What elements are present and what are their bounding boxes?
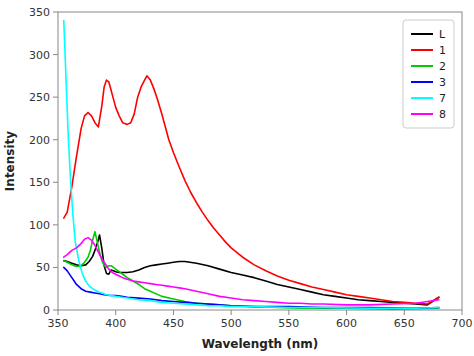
legend-swatch [411, 33, 433, 35]
x-tick [58, 310, 59, 315]
series-line [64, 76, 439, 304]
legend: L 1 2 3 7 8 [403, 20, 454, 128]
legend-swatch [411, 113, 433, 115]
x-tick-label: 450 [163, 317, 184, 330]
legend-label: 7 [439, 92, 446, 105]
y-axis-label: Intensity [3, 131, 17, 191]
x-tick-label: 400 [105, 317, 126, 330]
y-tick-label: 350 [29, 6, 50, 19]
plot-area [58, 12, 462, 310]
x-tick [462, 310, 463, 315]
x-tick-label: 350 [48, 317, 69, 330]
y-tick [53, 267, 58, 268]
y-tick-label: 250 [29, 91, 50, 104]
legend-swatch [411, 97, 433, 99]
chart: 350 400 450 500 550 600 650 700 0 50 100 150 200 250 3… [0, 0, 474, 356]
x-tick [173, 310, 174, 315]
x-tick-label: 550 [278, 317, 299, 330]
axes: 350 400 450 500 550 600 650 700 0 50 100 150 200 250 3… [29, 6, 473, 330]
y-tick-label: 50 [36, 261, 50, 274]
y-tick-label: 300 [29, 49, 50, 62]
x-tick [346, 310, 347, 315]
x-tick [231, 310, 232, 315]
legend-label: 8 [439, 108, 446, 121]
series-line [64, 238, 439, 305]
series-line [64, 267, 439, 308]
x-axis-label: Wavelength (nm) [202, 337, 319, 351]
plot-frame [58, 12, 462, 310]
x-tick-label: 700 [452, 317, 473, 330]
x-tick-label: 650 [394, 317, 415, 330]
legend-label: 1 [439, 44, 446, 57]
y-tick [53, 97, 58, 98]
legend-label: 2 [439, 60, 446, 73]
x-tick [288, 310, 289, 315]
y-tick-label: 200 [29, 134, 50, 147]
x-tick-label: 600 [336, 317, 357, 330]
legend-label: L [439, 28, 446, 41]
x-tick [115, 310, 116, 315]
series-line [64, 235, 439, 305]
legend-swatch [411, 65, 433, 67]
legend-swatch [411, 81, 433, 83]
y-tick-label: 100 [29, 219, 50, 232]
y-tick [53, 182, 58, 183]
y-tick [53, 224, 58, 225]
legend-label: 3 [439, 76, 446, 89]
x-tick [404, 310, 405, 315]
x-tick-label: 500 [221, 317, 242, 330]
y-tick [53, 310, 58, 311]
series-line [64, 21, 439, 309]
y-tick-label: 150 [29, 176, 50, 189]
y-tick [53, 139, 58, 140]
y-tick-label: 0 [43, 304, 50, 317]
series-lines [64, 21, 439, 310]
legend-swatch [411, 49, 433, 51]
y-tick [53, 12, 58, 13]
legend-box [403, 20, 454, 128]
y-tick [53, 54, 58, 55]
